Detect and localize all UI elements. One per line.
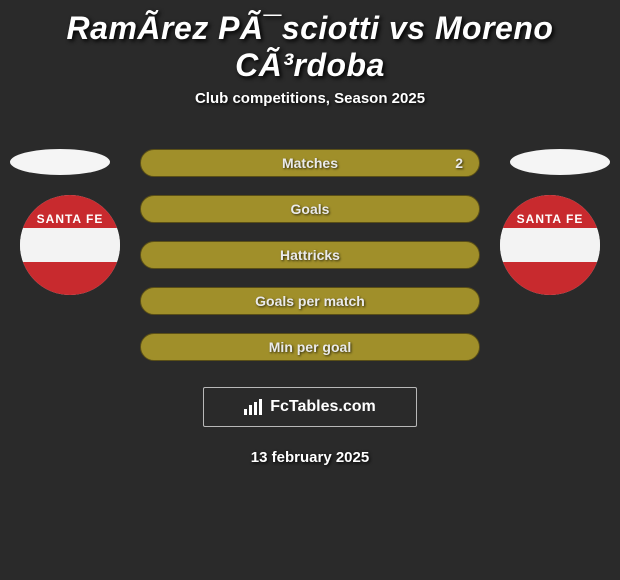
footer-date: 13 february 2025 (0, 449, 620, 466)
badge-stripe (20, 262, 120, 295)
stat-pill-min-per-goal: Min per goal (140, 333, 480, 361)
stat-pill-goals-per-match: Goals per match (140, 287, 480, 315)
stat-label: Matches (282, 155, 338, 171)
left-team-badge: SANTA FE (20, 195, 120, 295)
left-ellipse (10, 149, 110, 175)
badge-text: SANTA FE (500, 195, 600, 228)
subtitle: Club competitions, Season 2025 (0, 90, 620, 107)
badge-stripe (500, 262, 600, 295)
stat-value: 2 (455, 155, 463, 171)
stat-label: Hattricks (280, 247, 340, 263)
stat-label: Goals (291, 201, 330, 217)
right-ellipse (510, 149, 610, 175)
stat-pills: Matches 2 Goals Hattricks Goals per matc… (140, 149, 480, 361)
brand-box: FcTables.com (203, 387, 417, 427)
stat-label: Goals per match (255, 293, 365, 309)
stat-pill-hattricks: Hattricks (140, 241, 480, 269)
brand-text: FcTables.com (270, 398, 376, 416)
badge-stripe (500, 228, 600, 262)
badge-text: SANTA FE (20, 195, 120, 228)
stat-pill-goals: Goals (140, 195, 480, 223)
stat-pill-matches: Matches 2 (140, 149, 480, 177)
badge-stripe (20, 228, 120, 262)
stat-label: Min per goal (269, 339, 351, 355)
bar-chart-icon (244, 399, 264, 415)
main-area: SANTA FE SANTA FE Matches 2 Goals Hattri… (0, 149, 620, 466)
right-team-badge: SANTA FE (500, 195, 600, 295)
page-title: RamÃ­rez PÃ¯sciotti vs Moreno CÃ³rdoba (0, 0, 620, 90)
comparison-card: RamÃ­rez PÃ¯sciotti vs Moreno CÃ³rdoba C… (0, 0, 620, 466)
